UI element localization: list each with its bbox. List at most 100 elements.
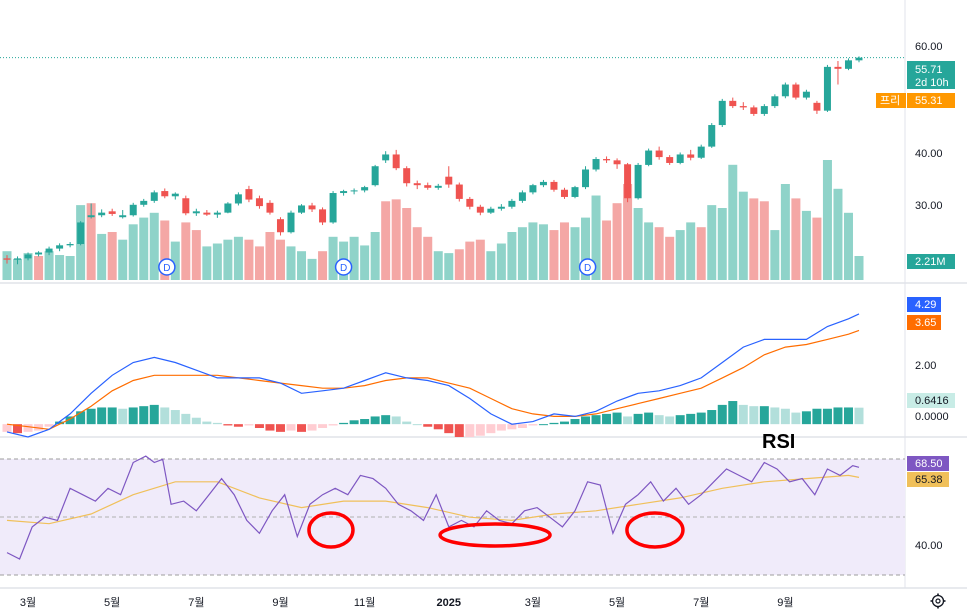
macd-histogram-bar — [107, 407, 117, 425]
price-candle — [729, 97, 737, 109]
macd-histogram-bar — [275, 424, 285, 432]
price-candle — [781, 82, 789, 99]
price-candle — [582, 166, 590, 190]
macd-histogram-bar — [212, 422, 222, 425]
volume-bar — [244, 239, 254, 280]
volume-bar — [65, 256, 75, 280]
price-candle — [529, 183, 537, 195]
volume-bar — [2, 251, 12, 280]
price-candle — [24, 252, 32, 261]
premarket-value: 55.31 — [915, 95, 943, 107]
macd-histogram-bar — [44, 424, 54, 427]
macd-histogram-bar — [454, 424, 464, 437]
price-candle — [455, 182, 463, 202]
macd-histogram-bar — [381, 415, 391, 425]
volume-bar — [612, 203, 622, 280]
price-candle — [802, 89, 810, 100]
volume-bar — [654, 227, 664, 280]
price-candle — [298, 204, 306, 214]
volume-bar — [496, 243, 506, 280]
macd-histogram-bar — [349, 420, 359, 425]
price-candle — [98, 209, 106, 218]
time-axis-label: 3월 — [20, 596, 36, 609]
volume-bar — [581, 217, 591, 280]
price-candle — [3, 255, 11, 264]
macd-histogram-bar — [34, 424, 44, 431]
volume-bar — [475, 239, 485, 280]
price-candle — [624, 162, 632, 203]
volume-bar — [528, 222, 538, 280]
macd-histogram-bar — [696, 412, 706, 425]
highlight-circle — [307, 511, 355, 549]
macd-histogram-bar — [496, 424, 506, 431]
volume-bar — [128, 224, 138, 280]
dividend-marker[interactable]: D — [158, 258, 176, 276]
macd-axis[interactable]: 2.00 0.0000 — [915, 360, 949, 423]
price-tick-60: 60.00 — [915, 41, 943, 53]
price-candle — [234, 192, 242, 206]
time-axis-label: 11월 — [354, 596, 376, 609]
price-candle — [771, 94, 779, 109]
price-candle — [382, 151, 390, 163]
macd-histogram-bar — [55, 421, 65, 425]
signal-badge: 3.65 — [907, 315, 941, 330]
price-candle — [66, 242, 74, 248]
macd-histogram-bar — [318, 424, 328, 429]
gear-icon[interactable] — [930, 593, 946, 609]
macd-histogram-bar — [507, 424, 517, 430]
volume-badge: 2.21M — [907, 254, 955, 269]
time-axis[interactable]: 3월 5월 7월 9월 11월 2025 3월 5월 7월 9월 — [20, 596, 794, 609]
macd-histogram-bar — [265, 424, 275, 431]
macd-histogram-bar — [854, 407, 864, 425]
time-axis-label: 7월 — [693, 596, 709, 609]
price-candle — [129, 202, 137, 217]
volume-bar — [97, 233, 107, 280]
macd-histogram-bar — [801, 411, 811, 425]
macd-histogram-bar — [65, 416, 75, 425]
price-candle — [487, 206, 495, 214]
macd-histogram-bar — [623, 416, 633, 425]
volume-bar — [160, 220, 170, 280]
price-candle — [403, 166, 411, 187]
macd-histogram-bar — [118, 408, 128, 425]
price-candle — [87, 203, 95, 219]
volume-bar — [318, 251, 328, 280]
macd-histogram-bar — [791, 412, 801, 425]
macd-histogram-bar — [191, 417, 201, 425]
volume-bar — [13, 258, 23, 280]
macd-histogram-bar — [812, 408, 822, 425]
svg-text:D: D — [163, 263, 170, 274]
price-candle — [108, 208, 116, 216]
volume-bar — [570, 227, 580, 280]
dividend-marker[interactable]: D — [334, 258, 353, 276]
macd-histogram-bar — [517, 424, 527, 429]
volume-bar — [423, 236, 433, 280]
price-axis[interactable]: 60.00 40.00 30.00 — [915, 41, 943, 212]
price-candle — [855, 56, 863, 63]
dividend-marker[interactable]: D — [578, 258, 597, 276]
rsi-tick-40: 40.00 — [915, 540, 943, 552]
volume-bar — [822, 160, 832, 280]
price-candle — [708, 123, 716, 148]
price-candle — [476, 204, 484, 216]
macd-tick-0: 0.0000 — [915, 411, 949, 423]
price-candle — [161, 188, 169, 199]
volume-bar — [191, 230, 201, 280]
rsi-axis[interactable]: 40.00 — [915, 540, 943, 552]
premarket-label: 프리 — [880, 94, 900, 107]
price-candle — [676, 152, 684, 165]
volume-bar — [370, 232, 380, 280]
rsi-highlight-circles — [307, 511, 685, 549]
volume-bar — [675, 230, 685, 280]
price-candle — [203, 210, 211, 216]
macd-histogram-bar — [644, 412, 654, 425]
macd-histogram-bar — [591, 415, 601, 425]
price-candle — [666, 155, 674, 165]
volume-bar — [759, 201, 769, 280]
macd-histogram-bar — [13, 424, 23, 434]
macd-histogram-bar — [665, 416, 675, 425]
price-candle — [687, 149, 695, 161]
